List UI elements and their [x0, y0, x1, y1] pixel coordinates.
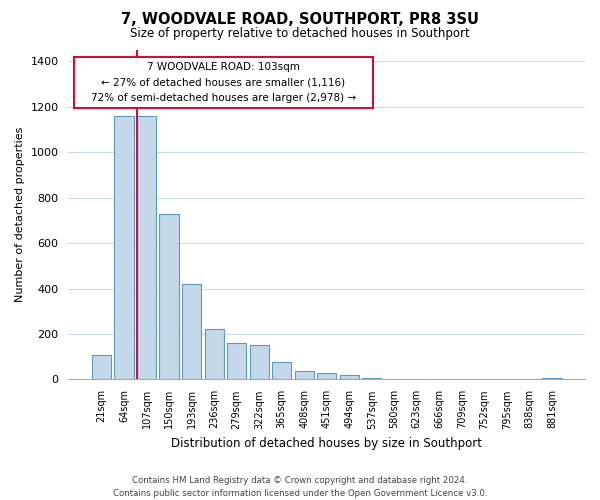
Bar	[227, 343, 246, 380]
FancyBboxPatch shape	[74, 56, 373, 108]
Bar	[250, 346, 269, 380]
X-axis label: Distribution of detached houses by size in Southport: Distribution of detached houses by size …	[171, 437, 482, 450]
Bar	[115, 116, 134, 380]
Bar	[182, 284, 201, 380]
Bar	[295, 372, 314, 380]
Text: 7 WOODVALE ROAD: 103sqm
← 27% of detached houses are smaller (1,116)
72% of semi: 7 WOODVALE ROAD: 103sqm ← 27% of detache…	[91, 62, 356, 102]
Bar	[160, 214, 179, 380]
Y-axis label: Number of detached properties: Number of detached properties	[15, 127, 25, 302]
Bar	[542, 378, 562, 380]
Bar	[340, 375, 359, 380]
Bar	[137, 116, 156, 380]
Bar	[317, 372, 336, 380]
Text: Contains HM Land Registry data © Crown copyright and database right 2024.
Contai: Contains HM Land Registry data © Crown c…	[113, 476, 487, 498]
Bar	[272, 362, 291, 380]
Bar	[205, 330, 224, 380]
Text: 7, WOODVALE ROAD, SOUTHPORT, PR8 3SU: 7, WOODVALE ROAD, SOUTHPORT, PR8 3SU	[121, 12, 479, 28]
Text: Size of property relative to detached houses in Southport: Size of property relative to detached ho…	[130, 28, 470, 40]
Bar	[362, 378, 382, 380]
Bar	[92, 355, 111, 380]
